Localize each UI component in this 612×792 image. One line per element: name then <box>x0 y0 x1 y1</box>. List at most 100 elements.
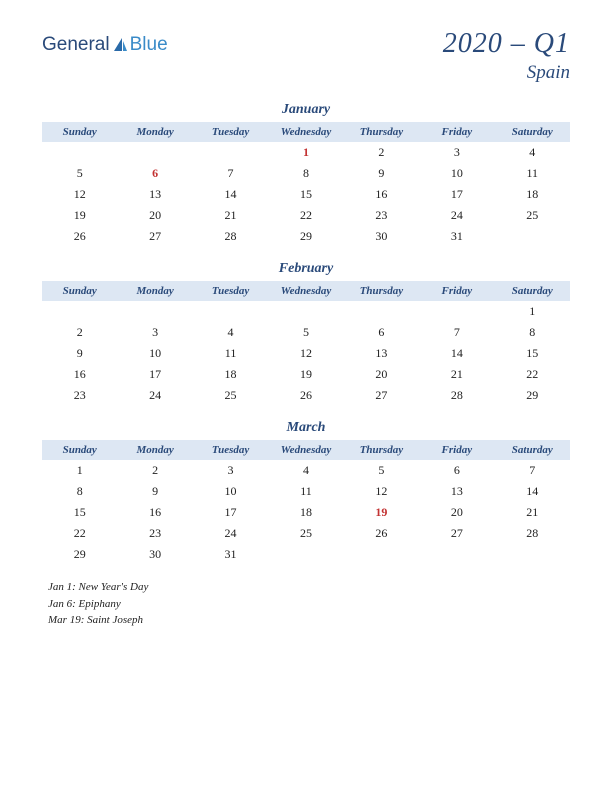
calendar-table: SundayMondayTuesdayWednesdayThursdayFrid… <box>42 281 570 406</box>
calendar-cell: 5 <box>42 163 117 184</box>
calendar-cell: 22 <box>495 364 570 385</box>
calendar-cell: 7 <box>495 460 570 481</box>
calendar-cell <box>344 301 419 322</box>
calendar-cell: 12 <box>268 343 343 364</box>
calendar-cell: 28 <box>495 523 570 544</box>
calendar-cell: 13 <box>117 184 192 205</box>
calendar-cell: 13 <box>344 343 419 364</box>
month-block: January SundayMondayTuesdayWednesdayThurs… <box>42 102 570 247</box>
month-name: January <box>42 102 570 118</box>
day-header: Tuesday <box>193 440 268 460</box>
calendar-cell: 27 <box>117 226 192 247</box>
holiday-line: Jan 1: New Year's Day <box>48 579 570 596</box>
calendar-row: 19202122232425 <box>42 205 570 226</box>
calendar-cell: 19 <box>344 502 419 523</box>
calendar-cell: 23 <box>344 205 419 226</box>
day-header: Saturday <box>495 122 570 142</box>
calendar-table: SundayMondayTuesdayWednesdayThursdayFrid… <box>42 122 570 247</box>
calendar-cell <box>419 544 494 565</box>
calendar-cell: 16 <box>42 364 117 385</box>
calendar-cell: 1 <box>268 142 343 163</box>
calendar-cell: 2 <box>42 322 117 343</box>
day-header: Saturday <box>495 281 570 301</box>
brand-part2: Blue <box>130 34 168 56</box>
day-header: Saturday <box>495 440 570 460</box>
day-header: Tuesday <box>193 281 268 301</box>
calendar-cell: 27 <box>419 523 494 544</box>
header-row: General Blue 2020 – Q1 Spain <box>42 28 570 84</box>
calendar-cell: 22 <box>268 205 343 226</box>
calendar-cell: 24 <box>419 205 494 226</box>
holiday-line: Jan 6: Epiphany <box>48 596 570 613</box>
day-header: Sunday <box>42 281 117 301</box>
calendar-cell: 15 <box>495 343 570 364</box>
day-header: Wednesday <box>268 281 343 301</box>
calendar-cell <box>193 301 268 322</box>
month-name: February <box>42 261 570 277</box>
title-block: 2020 – Q1 Spain <box>443 28 570 84</box>
calendar-cell: 10 <box>419 163 494 184</box>
calendar-cell: 2 <box>344 142 419 163</box>
calendar-row: 1 <box>42 301 570 322</box>
calendar-row: 15161718192021 <box>42 502 570 523</box>
calendar-cell: 14 <box>419 343 494 364</box>
calendar-cell: 17 <box>193 502 268 523</box>
calendar-cell: 24 <box>117 385 192 406</box>
calendar-row: 567891011 <box>42 163 570 184</box>
calendar-cell: 28 <box>419 385 494 406</box>
month-name: March <box>42 420 570 436</box>
calendar-cell: 29 <box>42 544 117 565</box>
calendar-cell: 20 <box>117 205 192 226</box>
calendar-cell: 10 <box>193 481 268 502</box>
calendar-cell: 18 <box>193 364 268 385</box>
calendar-row: 1234 <box>42 142 570 163</box>
day-header: Wednesday <box>268 122 343 142</box>
calendar-cell <box>117 301 192 322</box>
day-header: Thursday <box>344 440 419 460</box>
calendar-cell: 23 <box>117 523 192 544</box>
calendar-cell <box>495 544 570 565</box>
brand-part1: General <box>42 34 110 56</box>
day-header: Sunday <box>42 440 117 460</box>
calendar-cell: 29 <box>268 226 343 247</box>
month-block: February SundayMondayTuesdayWednesdayThur… <box>42 261 570 406</box>
calendar-cell: 31 <box>193 544 268 565</box>
calendar-cell: 16 <box>344 184 419 205</box>
calendar-cell: 11 <box>495 163 570 184</box>
calendar-cell: 18 <box>268 502 343 523</box>
calendar-cell <box>117 142 192 163</box>
calendar-cell: 8 <box>268 163 343 184</box>
calendar-cell <box>495 226 570 247</box>
calendar-cell: 25 <box>268 523 343 544</box>
calendar-cell: 16 <box>117 502 192 523</box>
calendar-table: SundayMondayTuesdayWednesdayThursdayFrid… <box>42 440 570 565</box>
calendar-cell: 30 <box>344 226 419 247</box>
calendar-cell: 12 <box>42 184 117 205</box>
calendar-cell: 6 <box>344 322 419 343</box>
calendar-cell: 26 <box>344 523 419 544</box>
calendar-row: 1234567 <box>42 460 570 481</box>
calendar-cell: 30 <box>117 544 192 565</box>
day-header: Thursday <box>344 281 419 301</box>
calendar-cell: 14 <box>193 184 268 205</box>
calendar-cell: 3 <box>193 460 268 481</box>
calendar-cell: 17 <box>117 364 192 385</box>
day-header: Friday <box>419 440 494 460</box>
calendar-cell: 15 <box>42 502 117 523</box>
calendar-cell: 4 <box>193 322 268 343</box>
calendar-row: 262728293031 <box>42 226 570 247</box>
title-sub: Spain <box>443 62 570 84</box>
calendar-cell <box>42 142 117 163</box>
calendar-cell <box>344 544 419 565</box>
calendar-cell: 1 <box>495 301 570 322</box>
calendar-cell: 23 <box>42 385 117 406</box>
calendar-cell: 18 <box>495 184 570 205</box>
calendar-row: 16171819202122 <box>42 364 570 385</box>
calendar-cell: 11 <box>193 343 268 364</box>
calendar-cell: 10 <box>117 343 192 364</box>
calendar-cell <box>42 301 117 322</box>
calendar-cell: 26 <box>268 385 343 406</box>
calendar-cell: 8 <box>42 481 117 502</box>
calendar-cell: 9 <box>117 481 192 502</box>
calendar-cell: 22 <box>42 523 117 544</box>
